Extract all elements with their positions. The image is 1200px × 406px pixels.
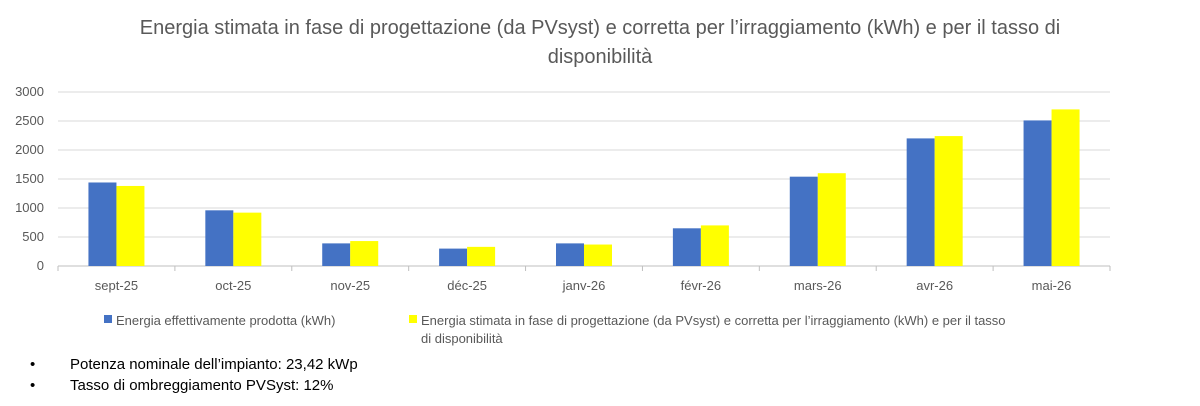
legend-label-series-1: Energia effettivamente prodotta (kWh) [116,313,335,328]
chart-title: Energia stimata in fase di progettazione… [139,17,1061,68]
bar-mars-26-series-1 [789,176,818,266]
bars [88,109,1080,267]
y-tick-label: 1500 [15,171,44,186]
bullet-icon: • [30,377,36,394]
legend-label-series-2-line1: Energia stimata in fase di progettazione… [421,313,1006,328]
y-tick-label: 0 [37,258,44,273]
note-item: • Tasso di ombreggiamento PVSyst: 12% [22,375,358,396]
y-axis-ticks: 0 500 1000 1500 2000 2500 3000 [15,84,44,273]
bar-nov-25-series-1 [322,243,351,266]
y-tick-label: 500 [22,229,44,244]
bar-déc-25-series-1 [439,248,468,266]
bar-oct-25-series-2 [233,212,262,266]
notes-list: • Potenza nominale dell’impianto: 23,42 … [22,354,358,396]
x-tick-label: mai-26 [1032,278,1072,293]
legend-label-series-2-line2: di disponibilità [421,331,503,346]
bar-avr-26-series-2 [934,136,963,266]
note-text: Tasso di ombreggiamento PVSyst: 12% [70,377,334,394]
bar-janv-26-series-2 [584,244,612,266]
bar-sept-25-series-1 [88,182,117,266]
y-tick-label: 1000 [15,200,44,215]
bar-sept-25-series-2 [116,185,145,266]
x-tick-label: févr-26 [681,278,721,293]
bar-mars-26-series-2 [817,173,846,266]
legend: Energia effettivamente prodotta (kWh) En… [104,313,1009,346]
bar-chart: 0 500 1000 1500 2000 2500 3000 sept-25 oct-25 no… [15,84,1111,346]
y-tick-label: 2000 [15,142,44,157]
x-tick-label: mars-26 [794,278,842,293]
x-axis-ticks: sept-25 oct-25 nov-25 déc-25 janv-26 févr-26 m… [95,278,1072,293]
legend-swatch-series-2 [409,315,417,323]
x-tick-label: avr-26 [916,278,953,293]
bar-nov-25-series-2 [350,241,379,266]
bar-oct-25-series-1 [205,210,234,266]
x-tick-label: oct-25 [215,278,251,293]
x-tick-label: sept-25 [95,278,138,293]
note-item: • Potenza nominale dell’impianto: 23,42 … [22,354,358,375]
legend-label-series-2: Energia stimata in fase di progettazione… [421,313,1009,346]
bar-janv-26-series-1 [556,243,584,266]
bar-févr-26-series-1 [672,228,701,266]
bar-avr-26-series-1 [906,138,935,266]
bar-mai-26-series-2 [1051,109,1080,267]
x-tick-label: nov-25 [330,278,370,293]
bar-mai-26-series-1 [1023,120,1052,266]
x-tick-label: janv-26 [562,278,606,293]
y-tick-label: 2500 [15,113,44,128]
y-tick-label: 3000 [15,84,44,99]
bar-févr-26-series-2 [700,225,729,266]
x-tick-label: déc-25 [447,278,487,293]
note-text: Potenza nominale dell’impianto: 23,42 kW… [70,356,358,373]
bullet-icon: • [30,356,36,373]
legend-swatch-series-1 [104,315,112,323]
bar-déc-25-series-2 [467,246,496,266]
